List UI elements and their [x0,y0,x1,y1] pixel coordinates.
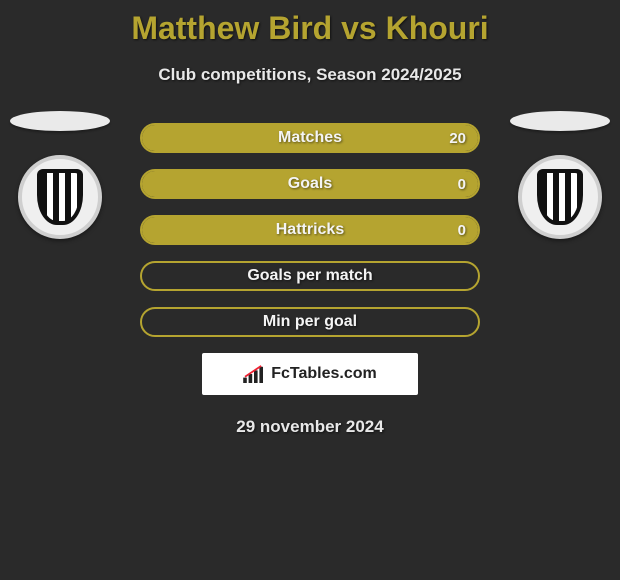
stat-row: Goals0 [140,169,480,199]
brand-label: FcTables.com [271,365,377,383]
brand-badge[interactable]: FcTables.com [202,353,418,395]
comparison-area: Matches20Goals0Hattricks0Goals per match… [0,123,620,437]
subtitle: Club competitions, Season 2024/2025 [0,65,620,85]
stat-value: 0 [458,217,466,243]
stats-list: Matches20Goals0Hattricks0Goals per match… [140,123,480,337]
shield-icon [537,169,583,225]
stat-row: Goals per match [140,261,480,291]
shield-icon [37,169,83,225]
stat-row: Hattricks0 [140,215,480,245]
stat-row: Matches20 [140,123,480,153]
stat-label: Goals per match [142,263,478,289]
stat-label: Min per goal [142,309,478,335]
player-left [10,111,110,239]
player-right [510,111,610,239]
club-logo-left [18,155,102,239]
date-label: 29 november 2024 [0,417,620,437]
stat-label: Hattricks [142,217,478,243]
stat-row: Min per goal [140,307,480,337]
page-title: Matthew Bird vs Khouri [0,0,620,47]
stat-label: Matches [142,125,478,151]
stat-label: Goals [142,171,478,197]
player-left-placeholder [10,111,110,131]
stat-value: 0 [458,171,466,197]
stat-value: 20 [449,125,466,151]
fctables-logo-icon [243,365,265,383]
player-right-placeholder [510,111,610,131]
club-logo-right [518,155,602,239]
